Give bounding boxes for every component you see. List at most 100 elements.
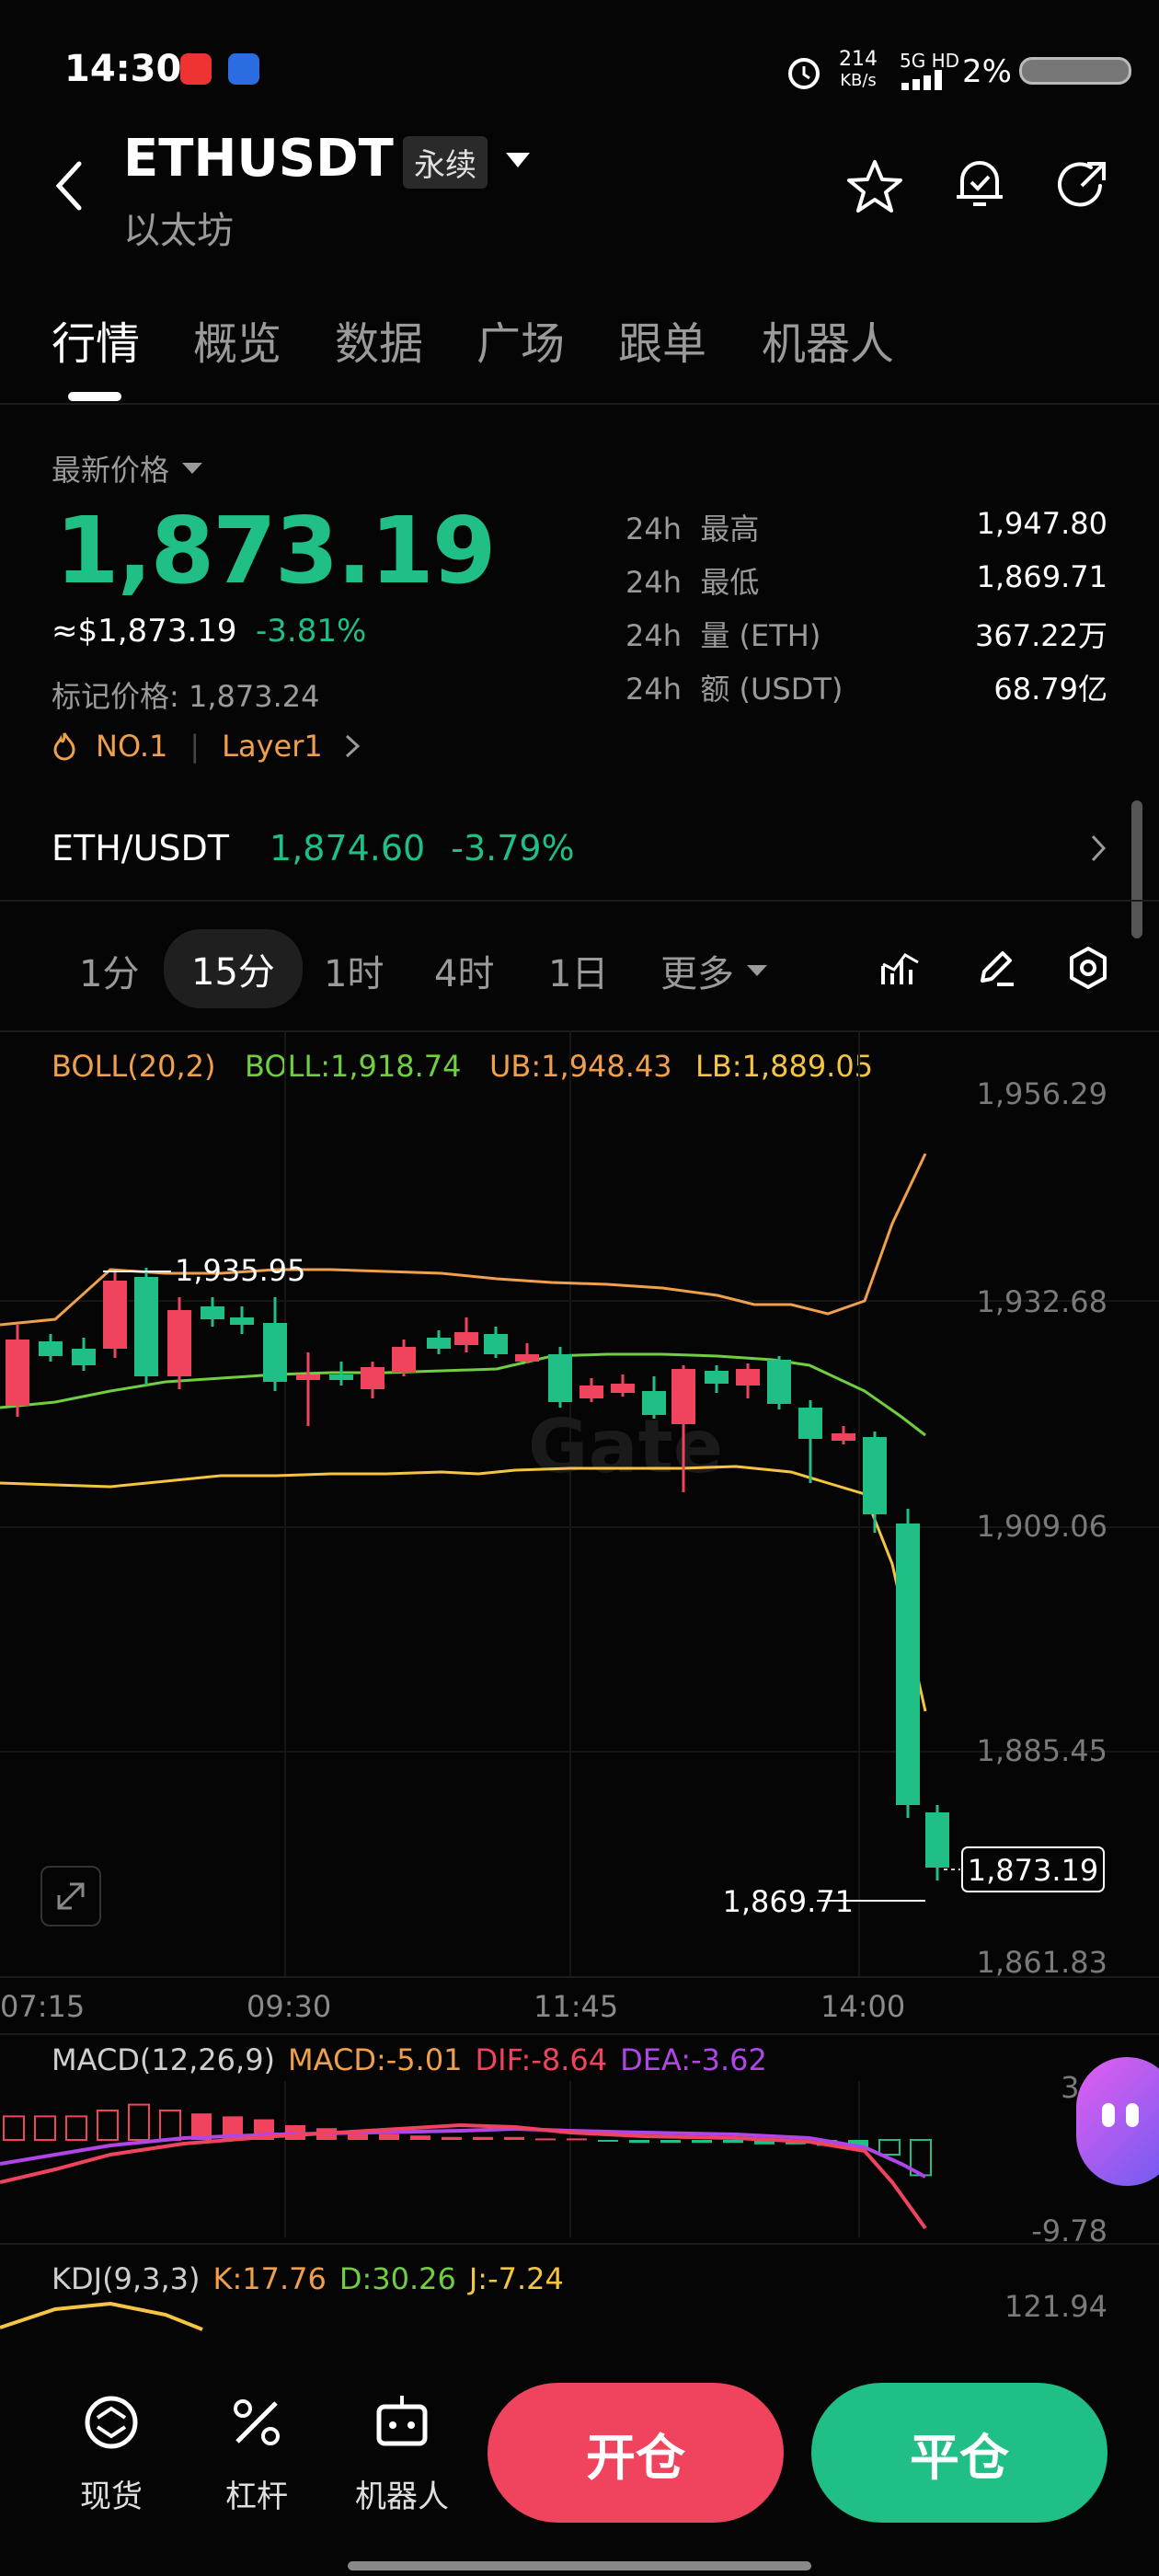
boll-mid: BOLL:1,918.74: [245, 1049, 462, 1084]
share-icon[interactable]: [1054, 158, 1111, 213]
home-indicator[interactable]: [348, 2561, 811, 2570]
nav-spot[interactable]: 现货: [80, 2478, 143, 2515]
candle-body: [767, 1360, 791, 1404]
macd-bar: [97, 2110, 119, 2141]
symbol-dropdown-icon[interactable]: [504, 151, 532, 169]
fullscreen-button[interactable]: [40, 1866, 101, 1926]
chart-bottom-divider: [0, 1976, 1159, 1978]
timeframe-more[interactable]: 更多: [660, 944, 769, 997]
assistant-eye: [1126, 2103, 1139, 2127]
macd-divider: [0, 2033, 1159, 2035]
spot-pair: ETH/USDT: [52, 828, 230, 868]
time-axis-label: 07:15: [0, 1989, 86, 2024]
rank-tag: NO.1: [96, 729, 168, 764]
candle-body: [671, 1369, 695, 1424]
caret-down-icon: [747, 965, 767, 976]
draw-pen-icon[interactable]: [975, 948, 1017, 988]
nav-leverage[interactable]: 杠杆: [225, 2478, 288, 2515]
macd-chart: [0, 2081, 932, 2237]
candle-body: [484, 1334, 508, 1354]
macd-bar: [410, 2135, 430, 2140]
open-position-button[interactable]: 开仓: [488, 2383, 784, 2523]
indicator-icon[interactable]: [879, 948, 922, 988]
macd-bar: [34, 2115, 56, 2142]
macd-bar: [128, 2103, 150, 2142]
alarm-icon: [788, 58, 820, 89]
nav-bots[interactable]: 机器人: [355, 2478, 449, 2515]
expand-icon: [57, 1882, 85, 1910]
assistant-bubble[interactable]: [1076, 2057, 1159, 2186]
macd-bar: [3, 2115, 25, 2142]
timeframe-15m[interactable]: 15分: [164, 929, 303, 1008]
kdj-legend: KDJ(9,3,3) K:17.76 D:30.26 J:-7.24: [52, 2261, 564, 2296]
price-axis-label: 1,885.45: [976, 1733, 1108, 1768]
candle-body: [201, 1306, 224, 1319]
candle-body: [896, 1524, 920, 1805]
candle-body: [454, 1332, 478, 1345]
tag-separator: |: [189, 729, 201, 764]
candle-body: [515, 1354, 539, 1362]
mark-price-label: 标记价格:: [52, 679, 179, 714]
time-axis-label: 11:45: [534, 1989, 619, 2024]
timeframe-4h[interactable]: 4时: [434, 953, 495, 995]
timeframe-1h[interactable]: 1时: [324, 953, 384, 995]
macd-bar: [692, 2140, 712, 2144]
stat-low-value: 1,869.71: [976, 559, 1108, 594]
chart-settings-icon[interactable]: [1067, 946, 1109, 990]
candle-body: [392, 1347, 416, 1373]
candle-body: [548, 1354, 572, 1402]
time-axis-label: 14:00: [820, 1989, 906, 2024]
net-speed-unit: KB/s: [840, 71, 877, 90]
stat-high-value: 1,947.80: [976, 506, 1108, 541]
timeframe-1m[interactable]: 1分: [79, 953, 140, 995]
network-label: 5G HD: [900, 50, 960, 72]
kdj-axis-top: 121.94: [1004, 2289, 1107, 2324]
timeframe-1d[interactable]: 1日: [548, 953, 609, 995]
chevron-right-icon: [1091, 834, 1107, 862]
tab-market[interactable]: 行情: [52, 318, 141, 370]
stat-low-label: 24h 最低: [625, 565, 760, 600]
kdj-k: K:17.76: [212, 2261, 327, 2296]
tab-overview[interactable]: 概览: [193, 318, 282, 370]
sector-tag: Layer1: [222, 729, 323, 764]
active-tab-indicator: [68, 392, 121, 401]
boll-name: BOLL(20,2): [52, 1049, 216, 1084]
spot-icon[interactable]: [79, 2390, 143, 2455]
assistant-eye: [1102, 2103, 1115, 2127]
low-annotation: 1,869.71: [723, 1884, 855, 1919]
symbol-title: ETHUSDT: [123, 129, 394, 189]
macd-bar: [348, 2131, 368, 2140]
leverage-icon[interactable]: [224, 2390, 289, 2455]
price-label-dropdown[interactable]: 最新价格: [52, 447, 204, 489]
candle-body: [705, 1371, 729, 1384]
tab-bots[interactable]: 机器人: [762, 318, 895, 370]
macd-value: MACD:-5.01: [288, 2042, 463, 2077]
tab-data[interactable]: 数据: [335, 318, 424, 370]
macd-dif: DIF:-8.64: [475, 2042, 608, 2077]
candles-group: [6, 1268, 949, 1880]
candle-body: [103, 1281, 127, 1349]
favorite-star-icon[interactable]: [846, 158, 903, 213]
stat-turnover-label: 24h 额 (USDT): [625, 672, 843, 707]
candlestick-chart[interactable]: Gate 1,935.95 1,869.71 1,873.19: [0, 1030, 1159, 1978]
candle-body: [230, 1317, 254, 1325]
caret-down-icon: [182, 463, 203, 474]
candle-body: [39, 1341, 63, 1356]
price-alert-bell-icon[interactable]: [951, 155, 1008, 213]
bot-icon[interactable]: [370, 2390, 434, 2455]
macd-bar: [535, 2138, 556, 2141]
back-arrow-icon[interactable]: [52, 158, 88, 213]
contract-type-badge[interactable]: 永续: [403, 136, 488, 189]
scrollbar[interactable]: [1131, 800, 1142, 938]
tags-row[interactable]: NO.1 | Layer1: [52, 729, 361, 764]
kdj-chart: [0, 2301, 203, 2331]
close-position-button[interactable]: 平仓: [811, 2383, 1107, 2523]
macd-bar: [660, 2140, 681, 2144]
tab-square[interactable]: 广场: [476, 318, 566, 370]
boll-lb: LB:1,889.05: [695, 1049, 874, 1084]
tab-copy-trading[interactable]: 跟单: [618, 318, 707, 370]
macd-axis-bottom: -9.78: [1031, 2214, 1107, 2248]
spot-price: 1,874.60: [270, 828, 426, 868]
spot-ticker-row[interactable]: ETH/USDT 1,874.60 -3.79%: [52, 828, 1107, 868]
candle-body: [134, 1277, 158, 1376]
